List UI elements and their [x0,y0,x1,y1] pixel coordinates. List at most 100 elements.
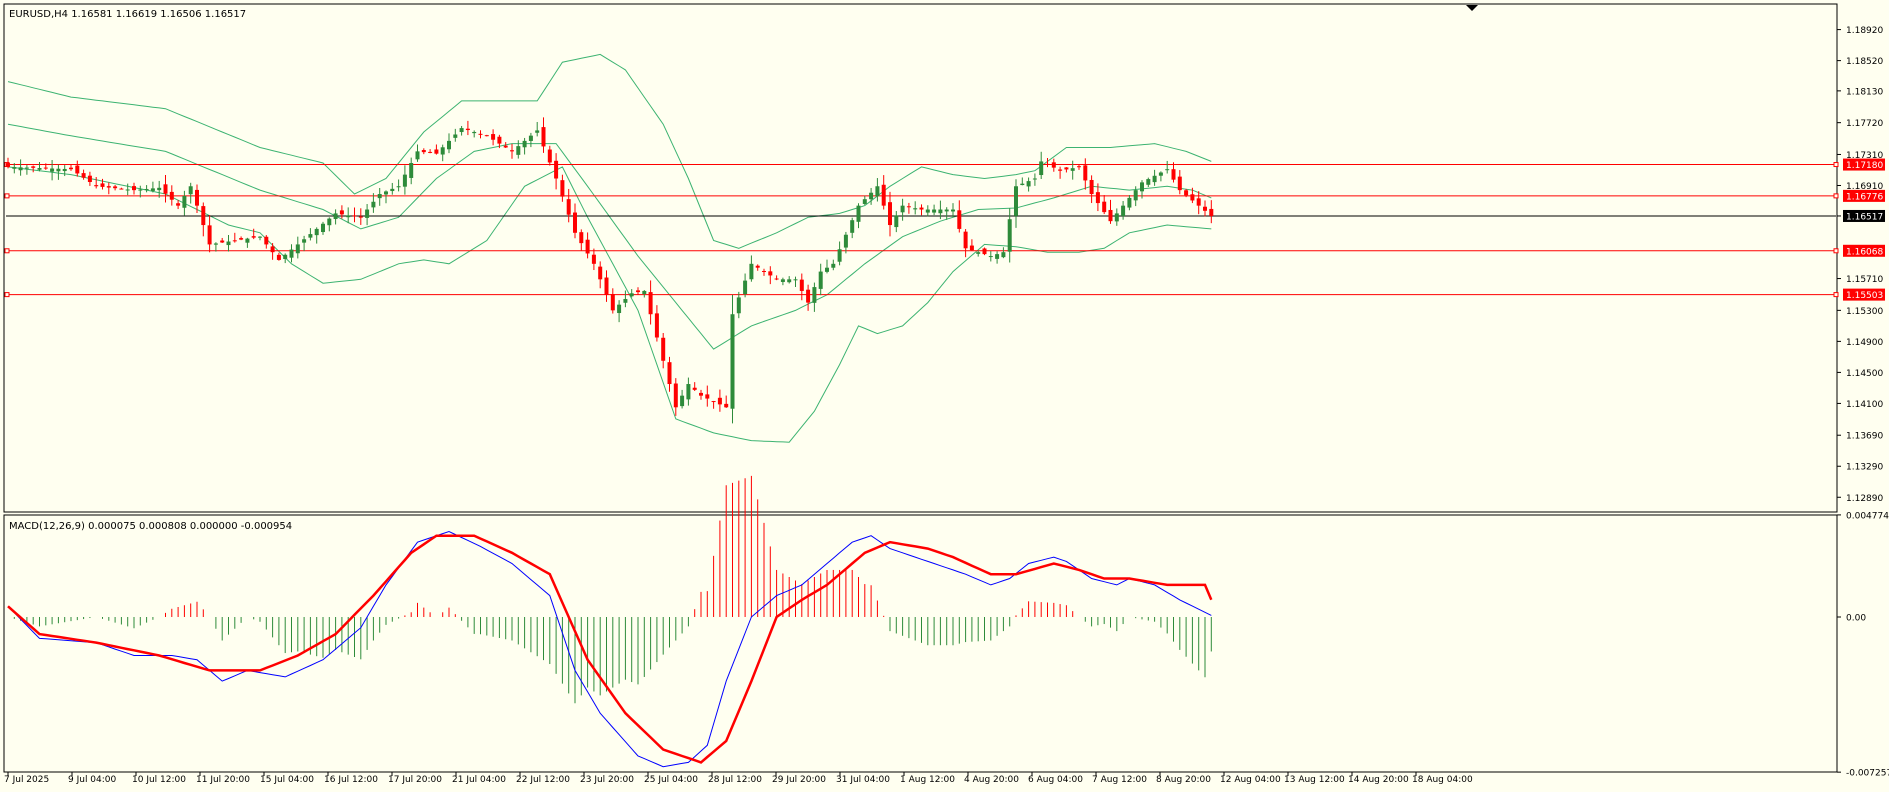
level-label: 1.16776 [1846,192,1883,202]
candle-body [510,150,514,152]
candle-body [428,151,433,153]
candle-body [535,130,540,133]
macd-panel[interactable] [3,514,1838,773]
candle-body [346,215,351,218]
candle-body [24,167,29,169]
candle-body [409,162,414,178]
candle-body [1184,190,1189,196]
candle-body [988,256,993,258]
candle-body [264,236,269,245]
candle-body [1020,183,1025,186]
candle-body [421,150,426,153]
candle-body [554,160,559,179]
y-tick-label: 1.18920 [1846,26,1883,36]
macd-histogram [13,475,1212,704]
candle-body [995,254,1000,259]
candle-body [220,240,225,243]
y-tick-label: 1.18130 [1846,87,1883,97]
candle-body [736,297,741,314]
candle-body [566,199,571,215]
candle-body [913,208,918,210]
candle-body [623,298,628,303]
candle-body [283,254,288,260]
candle-body [516,146,521,155]
candle-body [604,277,609,295]
macd-y-tick-label: -0.007257 [1846,769,1889,779]
candle-body [144,188,149,190]
candle-body [365,209,370,218]
candle-body [850,220,855,233]
candle-body [195,189,199,206]
candle-body [667,362,672,385]
candle-body [1133,190,1138,201]
candle-body [163,184,168,194]
price-chart-panel[interactable] [3,3,1838,513]
current-price-label: 1.16517 [1846,212,1883,222]
horizontal-levels[interactable] [4,162,1839,298]
candle-body [730,314,735,409]
chart-shift-marker-icon[interactable] [1466,5,1478,11]
x-tick-label: 17 Jul 20:00 [388,775,442,785]
candle-body [610,294,615,311]
y-tick-label: 1.13290 [1846,463,1883,473]
candle-body [894,215,899,228]
candle-body [743,280,748,295]
level-label: 1.17180 [1846,161,1883,171]
candle-body [932,209,937,213]
current-price-badge [1843,209,1885,222]
y-tick-label: 1.14500 [1846,369,1883,379]
candle-body [75,165,80,174]
candle-body [1007,219,1012,252]
candle-body [415,151,420,160]
candle-body [680,395,685,407]
bollinger-upper-line [7,53,1212,249]
candle-body [1158,172,1163,176]
candle-body [62,168,67,172]
level-label: 1.15503 [1846,291,1883,301]
candle-body [69,167,73,170]
x-tick-label: 4 Aug 20:00 [964,775,1019,785]
candle-body [18,167,23,171]
level-handle-right [1833,248,1839,254]
candle-body [636,290,640,293]
candle-body [1070,168,1075,171]
candle-body [768,271,773,276]
candle-body [157,187,162,191]
level-handle-right [1833,162,1839,168]
candle-body [478,133,483,135]
y-tick-label: 1.16910 [1846,182,1883,192]
candle-body [969,245,974,251]
candle-body [1190,194,1195,201]
y-tick-label: 1.13690 [1846,432,1883,442]
candle-body [472,131,477,134]
signal-line [7,534,1213,764]
candle-body [629,293,634,297]
candle-body [201,206,206,226]
candle-body [1114,213,1119,222]
candle-body [673,383,678,408]
candle-body [56,168,61,172]
candle-body [100,183,105,187]
symbol-info: EURUSD,H4 1.16581 1.16619 1.16506 1.1651… [9,9,246,20]
candle-body [371,201,376,208]
level-badge [1843,189,1885,202]
candle-body [81,173,86,178]
candle-body [919,207,924,210]
candle-body [327,218,332,226]
candle-body [547,149,552,163]
candle-body [1108,209,1113,222]
candle-body [213,243,218,245]
level-handle-right [1833,193,1839,199]
candle-body [648,292,653,315]
candle-body [232,240,237,242]
candle-body [43,167,48,169]
candle-body [944,209,949,212]
candle-body [333,213,338,220]
candle-body [402,174,407,187]
candle-body [113,186,118,189]
candle-body [302,239,307,243]
candle-body [1032,178,1037,180]
x-tick-label: 18 Aug 04:00 [1412,775,1473,785]
level-badge [1843,244,1885,257]
